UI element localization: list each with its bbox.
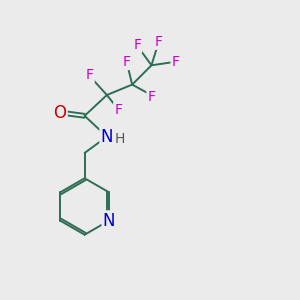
Text: N: N [101, 128, 113, 146]
Text: F: F [86, 68, 94, 82]
Text: O: O [53, 104, 66, 122]
Text: F: F [172, 55, 180, 69]
Text: F: F [114, 103, 122, 117]
Text: F: F [122, 55, 130, 69]
Text: F: F [133, 38, 141, 52]
Text: H: H [114, 132, 124, 146]
Text: F: F [148, 89, 155, 103]
Text: F: F [155, 35, 163, 49]
Text: N: N [103, 212, 115, 230]
